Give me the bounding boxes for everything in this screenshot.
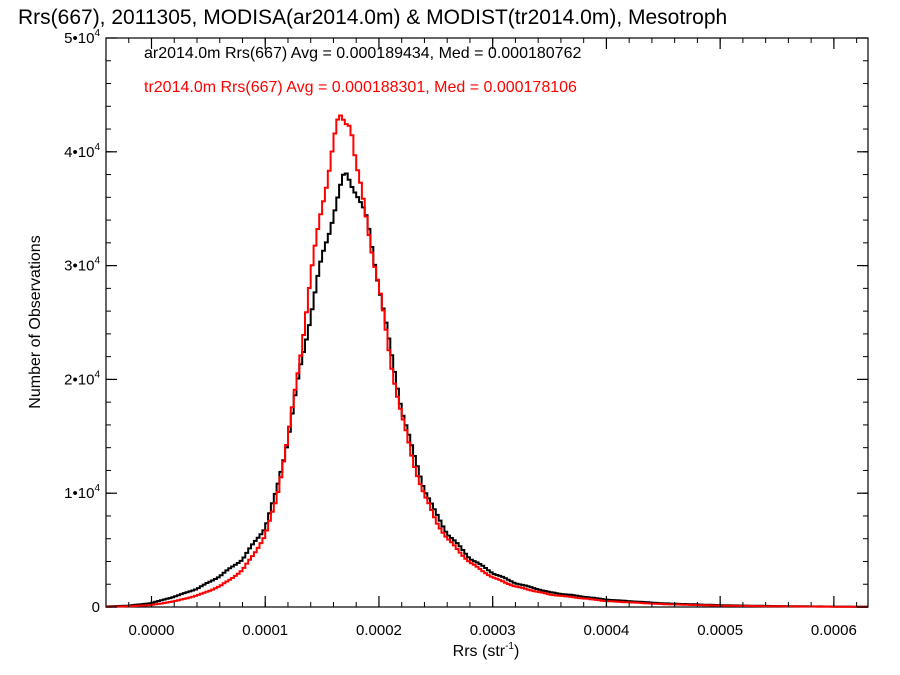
x-tick-label: 0.0005 <box>697 622 743 639</box>
y-tick-label-base: 3•10 <box>64 258 94 275</box>
x-tick-label: 0.0004 <box>583 622 629 639</box>
plot-frame <box>105 37 869 608</box>
series-layer <box>106 114 868 608</box>
plot-area <box>105 37 869 608</box>
y-tick-label-base: 4•10 <box>64 144 94 161</box>
y-tick-label-exponent: 4 <box>94 256 100 267</box>
x-tick-labels: 0.0000 0.0001 0.0002 0.0003 0.0004 0.0005 0.00… <box>129 622 857 639</box>
histogram-series-ar2014 <box>106 172 868 608</box>
y-tick-label: 4•104 <box>64 142 100 161</box>
y-tick-label-base: 1•10 <box>64 485 94 502</box>
y-tick-label: 2•104 <box>64 369 100 388</box>
x-tick-label: 0.0002 <box>356 622 402 639</box>
x-axis-label: Rrs (str-1) <box>453 641 520 660</box>
x-tick-label: 0.0001 <box>242 622 288 639</box>
y-tick-label: 0 <box>92 599 100 616</box>
y-tick-label-exponent: 4 <box>94 483 100 494</box>
stat-line-tr2014: tr2014.0m Rrs(667) Avg = 0.000188301, Me… <box>144 79 577 96</box>
y-tick-label-base: 0 <box>92 599 100 616</box>
x-axis-label-sup: -1 <box>505 641 514 652</box>
y-tick-label: 5•104 <box>64 28 100 47</box>
x-tick-label: 0.0003 <box>470 622 516 639</box>
chart-title: Rrs(667), 2011305, MODISA(ar2014.0m) & M… <box>18 6 727 29</box>
histogram-series-tr2014 <box>106 114 868 608</box>
y-tick-label-exponent: 4 <box>94 142 100 153</box>
x-tick-label: 0.0006 <box>811 622 857 639</box>
y-tick-label-exponent: 4 <box>94 28 100 39</box>
y-tick-label-base: 5•10 <box>64 30 94 47</box>
x-tick-label: 0.0000 <box>129 622 175 639</box>
y-tick-label-base: 2•10 <box>64 371 94 388</box>
x-axis-label-suffix: ) <box>514 643 519 660</box>
y-tick-label-exponent: 4 <box>94 369 100 380</box>
y-tick-label: 3•104 <box>64 256 100 275</box>
ticks-layer <box>106 37 868 608</box>
y-tick-label: 1•104 <box>64 483 100 502</box>
stat-line-ar2014: ar2014.0m Rrs(667) Avg = 0.000189434, Me… <box>144 45 581 62</box>
y-axis-label: Number of Observations <box>27 235 44 408</box>
x-axis-label-main: Rrs (str <box>453 643 506 660</box>
